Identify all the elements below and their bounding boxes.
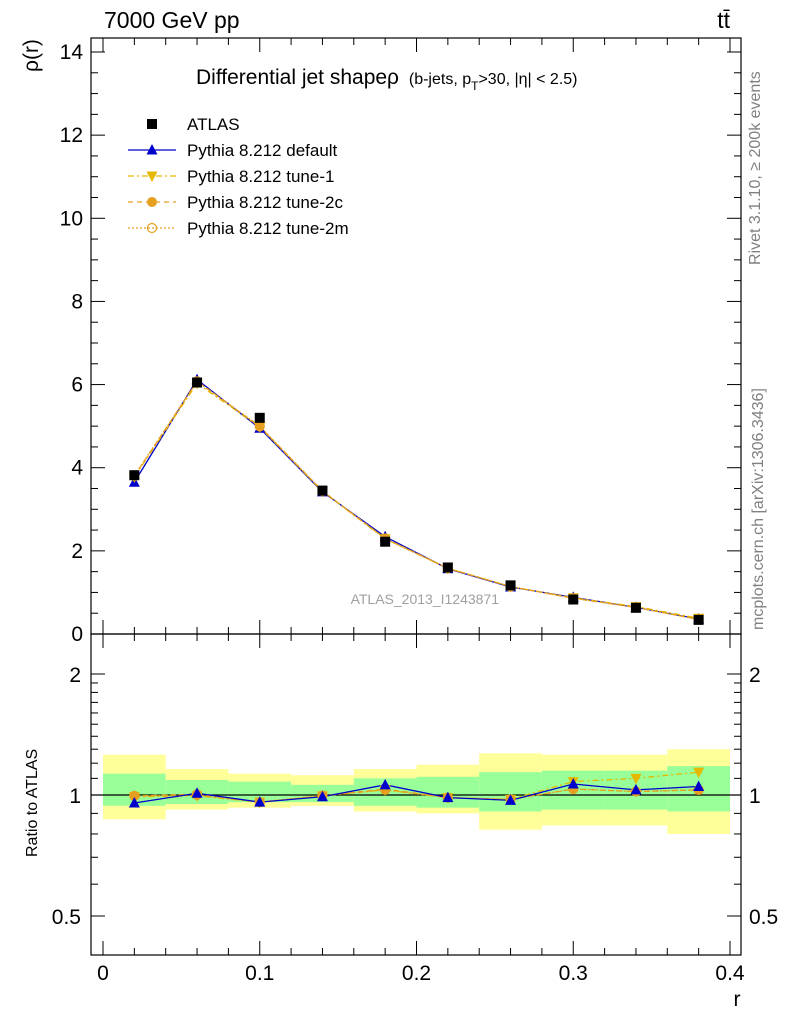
top-ytick-label: 14 xyxy=(60,41,84,64)
ratio-point-default xyxy=(693,780,705,791)
ratio-point-default xyxy=(254,796,266,807)
ratio-ytick-label-right: 0.5 xyxy=(749,906,778,929)
top-series-line-tune2c xyxy=(133,380,699,621)
legend-marker-tune1 xyxy=(146,171,158,182)
legend-marker-default xyxy=(146,144,158,155)
ratio-point-default xyxy=(505,794,517,805)
top-point-data xyxy=(129,470,140,481)
top-point-data xyxy=(568,594,579,605)
legend-label-tune1: Pythia 8.212 tune-1 xyxy=(187,167,334,186)
ratio-point-default xyxy=(442,791,454,803)
ratio-band-inner xyxy=(228,781,292,803)
top-series-line-tune2m xyxy=(133,380,699,621)
process-label: tt̄ xyxy=(717,7,730,33)
ratio-series-line-tune2m xyxy=(134,788,699,803)
top-point-tune2c xyxy=(254,421,265,432)
ratio-point-default xyxy=(128,797,140,808)
top-point-data xyxy=(693,614,704,625)
ratio-point-tune1 xyxy=(693,767,705,779)
ratio-ylabel: Ratio to ATLAS xyxy=(24,749,41,857)
top-ytick-label: 0 xyxy=(71,623,83,646)
xtick-label: 0.4 xyxy=(715,962,745,985)
chart-title: Differential jet shapeρ (b-jets, pT>30, … xyxy=(196,66,578,93)
top-point-data xyxy=(317,485,328,496)
ratio-point-tune1 xyxy=(630,773,642,785)
top-ytick-label: 8 xyxy=(71,290,83,313)
legend-label-tune2m: Pythia 8.212 tune-2m xyxy=(187,219,349,238)
ratio-point-default xyxy=(191,787,203,798)
ratio-ytick-label-left: 0.5 xyxy=(52,906,81,929)
legend-marker-data xyxy=(147,119,157,129)
ratio-point-default xyxy=(567,778,579,789)
chart-title-sub: (b-jets, p xyxy=(409,71,471,88)
chart-title-rest: >30, |η| < 2.5) xyxy=(478,71,577,88)
rivet-label: Rivet 3.1.10, ≥ 200k events xyxy=(747,71,764,265)
xtick-label: 0 xyxy=(97,962,109,985)
top-series-line-tune1 xyxy=(133,382,699,619)
top-ytick-label: 2 xyxy=(71,540,83,563)
legend-label-data: ATLAS xyxy=(187,115,240,134)
legend: ATLAS Pythia 8.212 default Pythia 8.212 tu… xyxy=(128,115,349,238)
ratio-ytick-label-right: 2 xyxy=(749,664,761,687)
chart-title-subT: T xyxy=(471,79,479,93)
top-series-line-default xyxy=(133,378,699,620)
ratio-ytick-label-left: 1 xyxy=(69,785,81,808)
legend-label-default: Pythia 8.212 default xyxy=(187,141,338,160)
top-point-data xyxy=(254,412,265,423)
chart-title-main: Differential jet shapeρ xyxy=(196,66,399,89)
analysis-watermark: ATLAS_2013_I1243871 xyxy=(351,591,500,607)
xtick-label: 0.1 xyxy=(245,962,274,985)
top-ytick-label: 6 xyxy=(71,374,83,397)
top-ylabel: ρ(r) xyxy=(20,39,43,72)
top-point-data xyxy=(630,602,641,613)
ratio-point-default xyxy=(316,790,328,802)
top-ytick-label: 4 xyxy=(71,457,83,480)
xtick-label: 0.2 xyxy=(402,962,431,985)
top-ytick-label: 10 xyxy=(60,207,83,230)
ratio-point-default xyxy=(630,783,642,795)
legend-marker-tune2m xyxy=(146,222,158,234)
ratio-ytick-label-left: 2 xyxy=(69,664,81,687)
top-point-data xyxy=(442,562,453,573)
ratio-band-inner xyxy=(479,772,542,812)
energy-label: 7000 GeV pp xyxy=(104,7,240,33)
mcplots-label: mcplots.cern.ch [arXiv:1306.3436] xyxy=(750,388,767,630)
top-point-data xyxy=(505,580,516,591)
ratio-series-line-default xyxy=(134,783,699,804)
legend-label-tune2c: Pythia 8.212 tune-2c xyxy=(187,193,343,212)
ratio-xlabel: r xyxy=(734,988,741,1011)
xtick-label: 0.3 xyxy=(559,962,588,985)
top-point-data xyxy=(380,536,391,547)
top-ytick-label: 12 xyxy=(60,124,83,147)
ratio-point-tune2c xyxy=(129,790,140,801)
legend-marker-tune2c xyxy=(147,197,157,207)
top-point-data xyxy=(192,377,203,388)
ratio-ytick-label-right: 1 xyxy=(749,785,761,808)
ratio-point-default xyxy=(379,778,391,790)
